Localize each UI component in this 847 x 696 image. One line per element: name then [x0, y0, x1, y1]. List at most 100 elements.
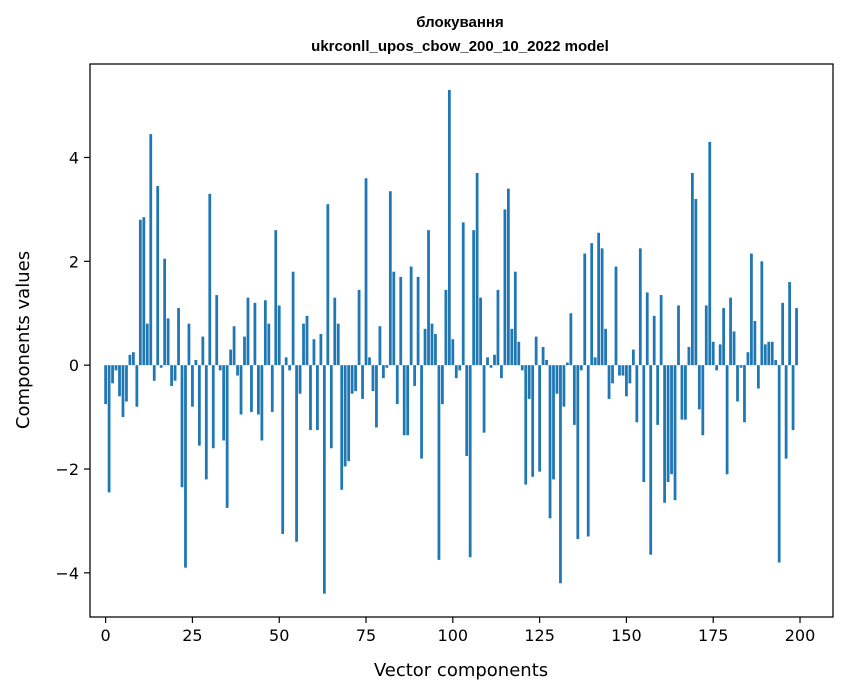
- bar-197: [788, 282, 791, 366]
- bar-67: [336, 323, 340, 366]
- bar-168: [687, 346, 691, 366]
- bar-139: [586, 365, 590, 537]
- bar-143: [600, 248, 604, 366]
- bar-16: [159, 365, 163, 368]
- bar-58: [305, 315, 309, 366]
- bar-124: [534, 336, 538, 366]
- bar-146: [611, 365, 614, 384]
- bar-166: [680, 365, 684, 420]
- bar-17: [163, 258, 167, 366]
- bar-110: [486, 357, 489, 366]
- bar-91: [420, 365, 423, 459]
- bar-46: [263, 300, 267, 366]
- bar-131: [559, 365, 562, 584]
- bar-7: [128, 354, 132, 366]
- bar-53: [288, 365, 292, 371]
- bar-167: [684, 365, 687, 420]
- bar-96: [437, 365, 441, 560]
- bar-9: [135, 365, 139, 407]
- chart-title: блокування: [416, 14, 503, 31]
- bar-122: [527, 365, 531, 399]
- bar-108: [479, 297, 482, 366]
- bar-13: [149, 134, 153, 366]
- bar-138: [583, 253, 587, 366]
- bar-123: [531, 365, 535, 477]
- x-tick-label: 125: [524, 626, 555, 645]
- bar-180: [729, 297, 732, 366]
- bar-32: [215, 295, 219, 366]
- bar-155: [642, 365, 646, 482]
- bar-147: [614, 266, 618, 366]
- bar-142: [597, 232, 601, 366]
- bar-57: [302, 323, 305, 366]
- bar-59: [309, 365, 312, 431]
- bar-140: [590, 243, 594, 366]
- bar-81: [385, 365, 389, 368]
- bar-5: [121, 365, 125, 418]
- bar-106: [472, 230, 476, 366]
- x-tick-label: 75: [356, 626, 376, 645]
- bar-194: [777, 365, 781, 563]
- bar-50: [277, 305, 281, 366]
- bar-151: [628, 365, 632, 384]
- bar-97: [441, 365, 444, 405]
- bar-175: [711, 341, 715, 366]
- bar-69: [343, 365, 347, 467]
- bar-137: [579, 365, 583, 371]
- bar-173: [704, 305, 708, 366]
- bar-35: [225, 365, 229, 508]
- bar-134: [569, 313, 573, 366]
- bar-179: [725, 365, 729, 475]
- bar-52: [284, 357, 288, 366]
- bar-54: [291, 271, 295, 366]
- y-tick-label: 0: [69, 356, 79, 375]
- bar-14: [152, 365, 156, 381]
- y-tick-label: 2: [69, 252, 79, 271]
- bar-33: [218, 365, 222, 371]
- bar-78: [375, 365, 378, 428]
- x-tick-label: 175: [698, 626, 729, 645]
- bar-130: [555, 365, 559, 394]
- x-tick-label: 200: [785, 626, 816, 645]
- bar-42: [250, 365, 253, 412]
- bar-30: [208, 193, 212, 366]
- bar-170: [694, 199, 698, 366]
- y-tick-label: −2: [55, 460, 79, 479]
- bar-171: [697, 365, 701, 410]
- bar-31: [211, 365, 215, 449]
- bar-105: [468, 365, 472, 558]
- bar-120: [520, 365, 524, 371]
- bar-107: [475, 173, 479, 366]
- bar-133: [566, 362, 569, 366]
- bar-111: [489, 365, 493, 368]
- bar-114: [500, 365, 503, 379]
- bar-93: [427, 230, 430, 366]
- bar-21: [177, 308, 180, 366]
- bar-66: [333, 297, 337, 366]
- bar-75: [364, 178, 368, 366]
- bar-188: [756, 365, 760, 389]
- bar-162: [666, 365, 670, 482]
- bar-65: [329, 365, 333, 449]
- bar-191: [767, 341, 771, 366]
- bar-39: [239, 365, 243, 415]
- bar-181: [732, 331, 736, 366]
- bar-89: [413, 365, 417, 386]
- bar-83: [392, 271, 396, 366]
- bar-99: [447, 89, 451, 366]
- bar-182: [736, 365, 739, 402]
- bar-102: [458, 365, 462, 371]
- bar-49: [274, 230, 278, 366]
- bar-159: [656, 365, 660, 425]
- bar-119: [517, 341, 521, 366]
- bar-41: [246, 297, 250, 366]
- bar-37: [232, 326, 236, 366]
- plot-frame: [89, 63, 834, 618]
- bar-192: [770, 341, 774, 366]
- bar-104: [465, 365, 469, 457]
- bar-88: [409, 266, 413, 366]
- bar-157: [649, 365, 653, 555]
- bar-196: [784, 365, 788, 459]
- bar-63: [322, 365, 326, 594]
- bar-115: [503, 209, 507, 366]
